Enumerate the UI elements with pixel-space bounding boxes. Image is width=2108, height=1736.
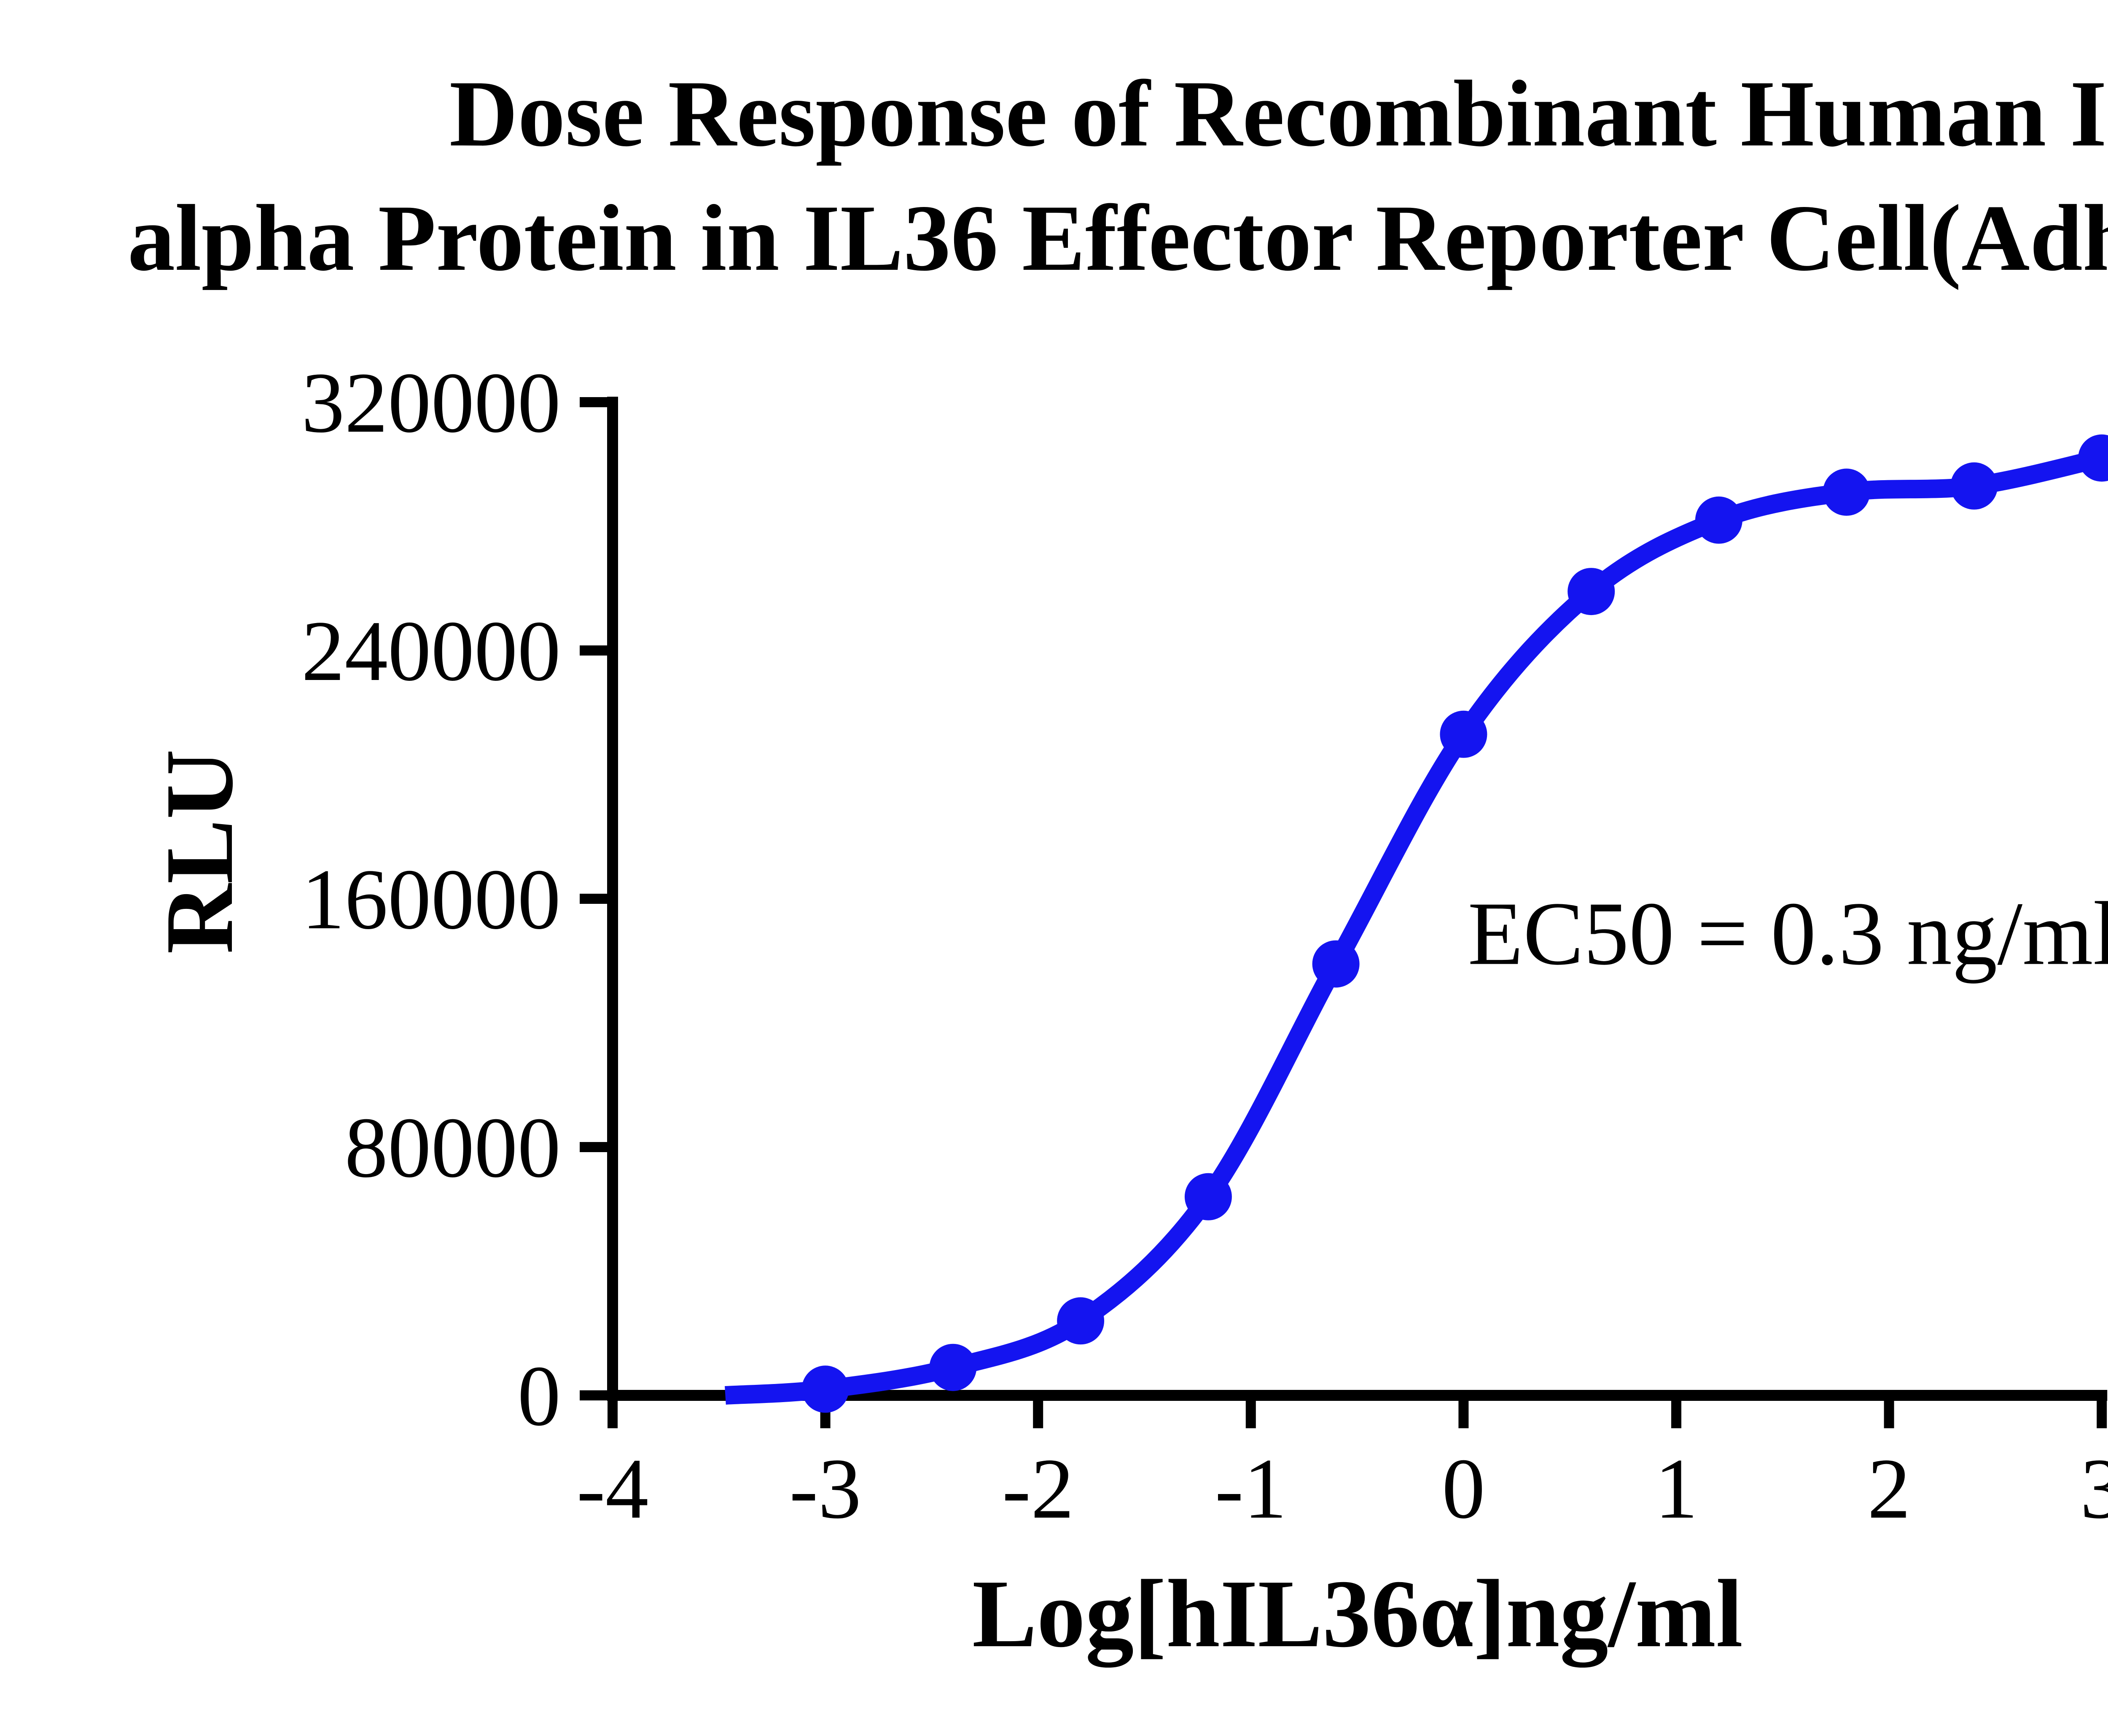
chart-title-line1: Dose Response of Recombinant Human IL36	[449, 61, 2108, 166]
x-axis-tick-labels: -4 -3 -2 -1 0 1 2 3	[577, 1441, 2108, 1537]
data-points	[801, 434, 2108, 1413]
x-axis-title: Log[hIL36α]ng/ml	[972, 1560, 1743, 1668]
x-tick-label: -1	[1215, 1441, 1287, 1537]
y-axis-tick-labels: 0 80000 160000 240000 320000	[301, 355, 561, 1444]
data-point	[1184, 1173, 1232, 1220]
data-point	[1695, 496, 1742, 544]
x-axis: -4 -3 -2 -1 0 1 2 3	[577, 1390, 2108, 1537]
chart-title-line2: alpha Protein in IL36 Effector Reporter …	[128, 185, 2108, 290]
data-point	[929, 1344, 977, 1391]
x-tick-label: 3	[2080, 1441, 2108, 1537]
y-axis-ticks	[580, 397, 613, 1400]
data-point	[801, 1365, 849, 1413]
x-tick-label: 1	[1655, 1441, 1698, 1537]
y-tick-label: 320000	[301, 355, 561, 451]
y-axis-title: RLU	[145, 749, 253, 954]
data-point	[2078, 434, 2108, 482]
ec50-annotation: EC50 = 0.3 ng/ml	[1468, 883, 2108, 984]
y-tick-label: 80000	[345, 1100, 561, 1196]
x-tick-label: -3	[789, 1441, 861, 1537]
data-point	[1823, 468, 1870, 516]
x-tick-label: -4	[577, 1441, 649, 1537]
x-tick-label: -2	[1002, 1441, 1074, 1537]
y-axis: 0 80000 160000 240000 320000	[301, 355, 618, 1444]
data-point	[1568, 568, 1615, 615]
x-tick-label: 2	[1867, 1441, 1911, 1537]
data-point	[1950, 462, 1998, 510]
data-point	[1440, 710, 1487, 758]
y-tick-label: 0	[518, 1348, 561, 1444]
y-tick-label: 160000	[301, 852, 561, 947]
x-tick-label: 0	[1442, 1441, 1485, 1537]
y-tick-label: 240000	[301, 603, 561, 699]
data-point	[1312, 940, 1360, 988]
data-point	[1057, 1297, 1105, 1345]
